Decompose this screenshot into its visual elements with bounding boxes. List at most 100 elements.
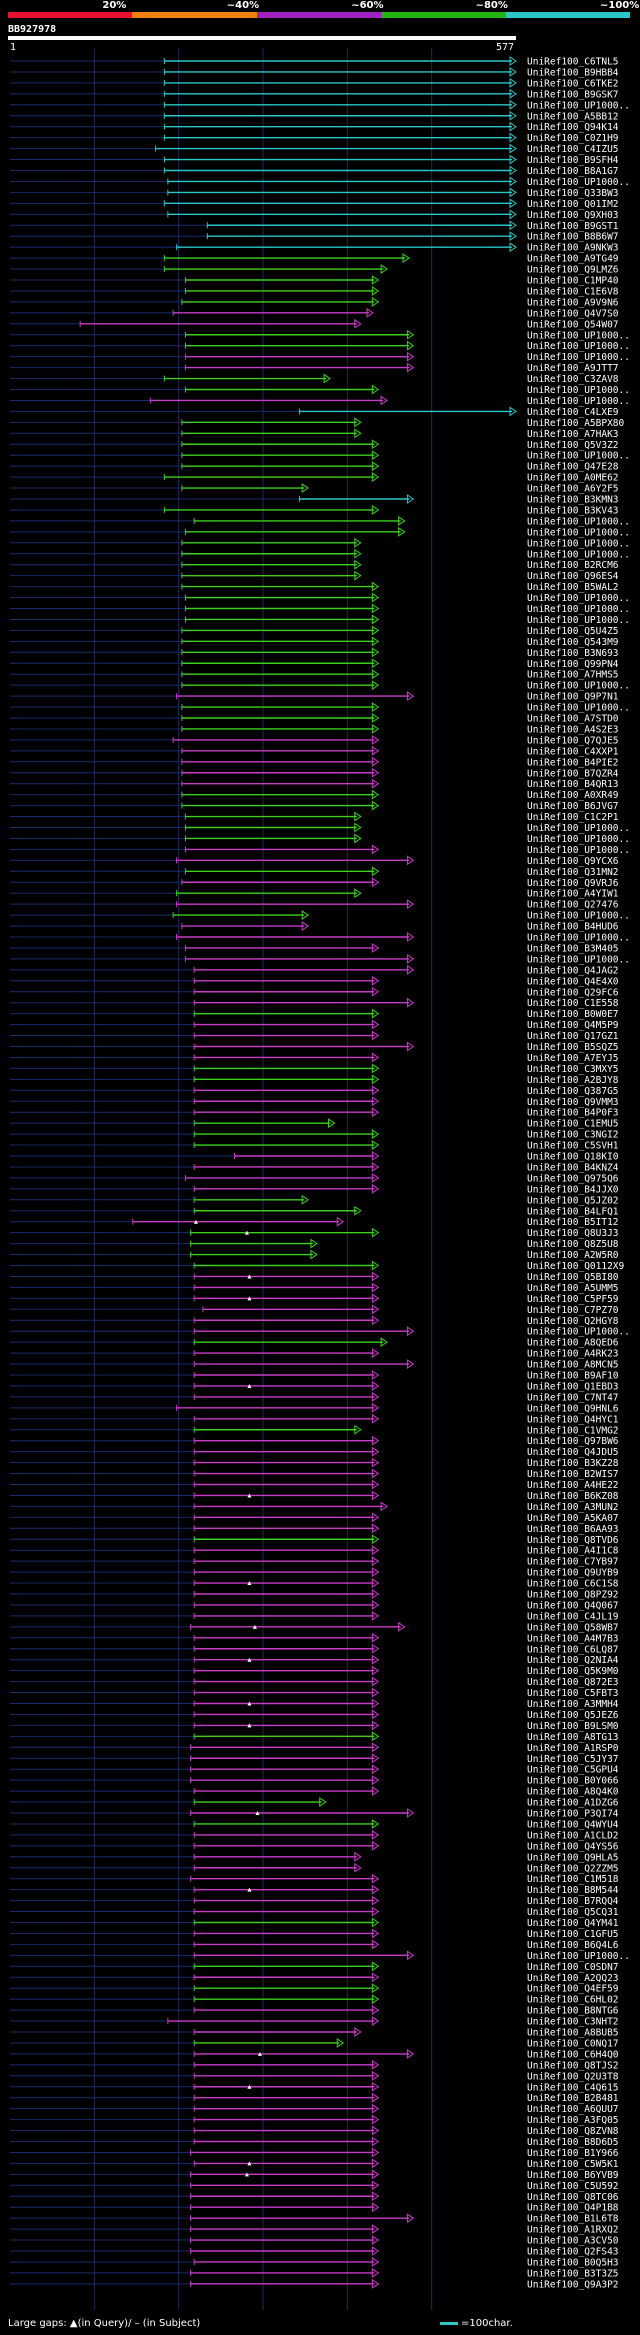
hit-row[interactable]: UniRef100_UP1000.. (10, 351, 630, 363)
hit-row[interactable]: UniRef100_UP1000.. (10, 932, 630, 944)
hit-row[interactable]: UniRef100_C5U592 (10, 2180, 619, 2192)
hit-label[interactable]: UniRef100_C3ZAV8 (527, 374, 619, 385)
hit-label[interactable]: UniRef100_B7QZR4 (527, 768, 619, 779)
hit-row[interactable]: UniRef100_UP1000.. (10, 1950, 630, 1962)
hit-label[interactable]: UniRef100_A3CV50 (527, 2236, 619, 2247)
hit-label[interactable]: UniRef100_Q8Z5U8 (527, 1239, 619, 1250)
hit-row[interactable]: UniRef100_UP1000.. (10, 340, 630, 352)
hit-label[interactable]: UniRef100_A4RK23 (527, 1349, 619, 1360)
hit-label[interactable]: UniRef100_Q54W07 (527, 319, 619, 330)
hit-row[interactable]: UniRef100_Q9XH03 (10, 209, 619, 221)
hit-row[interactable]: UniRef100_A2BJY8 (10, 1074, 619, 1086)
hit-label[interactable]: UniRef100_UP1000.. (527, 330, 630, 341)
hit-row[interactable]: UniRef100_UP1000.. (10, 99, 630, 111)
hit-label[interactable]: UniRef100_B1Y966 (527, 2148, 619, 2159)
hit-label[interactable]: UniRef100_C6C1S8 (527, 1579, 619, 1590)
hit-label[interactable]: UniRef100_A7HAK3 (527, 429, 619, 440)
hit-label[interactable]: UniRef100_C5W5K1 (527, 2159, 619, 2170)
hit-label[interactable]: UniRef100_UP1000.. (527, 385, 630, 396)
hit-label[interactable]: UniRef100_B3KZ28 (527, 1458, 619, 1469)
hit-row[interactable]: UniRef100_Q2FS43 (10, 2246, 619, 2258)
hit-row[interactable]: UniRef100_A8BUB5 (10, 2027, 619, 2039)
hit-row[interactable]: UniRef100_B7RQQ4 (10, 1895, 619, 1907)
hit-label[interactable]: UniRef100_Q17GZ1 (527, 1031, 619, 1042)
hit-label[interactable]: UniRef100_Q9XH03 (527, 210, 619, 221)
hit-label[interactable]: UniRef100_Q94K14 (527, 122, 619, 133)
hit-label[interactable]: UniRef100_Q4HYC1 (527, 1414, 619, 1425)
hit-label[interactable]: UniRef100_Q2U3T8 (527, 2071, 619, 2082)
hit-row[interactable]: UniRef100_Q29FC6 (10, 986, 619, 998)
hit-row[interactable]: UniRef100_UP1000.. (10, 329, 630, 341)
hit-label[interactable]: UniRef100_A9JTT7 (527, 363, 619, 374)
hit-row[interactable]: UniRef100_B8A1G7 (10, 165, 619, 177)
hit-row[interactable]: UniRef100_Q5JZ02 (10, 1194, 619, 1206)
hit-row[interactable]: UniRef100_Q5JEZ6 (10, 1709, 619, 1721)
hit-row[interactable]: UniRef100_A1DZG6 (10, 1797, 619, 1809)
hit-row[interactable]: UniRef100_B0Y066 (10, 1775, 619, 1787)
hit-label[interactable]: UniRef100_A5BB12 (527, 111, 619, 122)
hit-label[interactable]: UniRef100_A4HE22 (527, 1480, 619, 1491)
hit-row[interactable]: UniRef100_B2B481 (10, 2092, 619, 2104)
hit-row[interactable]: UniRef100_A9JTT7 (10, 362, 619, 374)
hit-row[interactable]: UniRef100_Q54W07 (10, 318, 619, 330)
hit-row[interactable]: UniRef100_Q8ZVN8 (10, 2125, 619, 2137)
hit-label[interactable]: UniRef100_A5KA07 (527, 1513, 619, 1524)
hit-row[interactable]: UniRef100_B4KNZ4 (10, 1162, 619, 1173)
hit-row[interactable]: UniRef100_Q5V3Z2 (10, 439, 619, 451)
hit-label[interactable]: UniRef100_C5JY37 (527, 1754, 619, 1765)
hit-row[interactable]: UniRef100_C4JL19 (10, 1610, 619, 1622)
hit-label[interactable]: UniRef100_B9HBB4 (527, 67, 619, 78)
hit-label[interactable]: UniRef100_C7YB97 (527, 1557, 619, 1568)
hit-row[interactable]: UniRef100_Q8Z5U8 (10, 1238, 619, 1250)
hit-row[interactable]: UniRef100_Q2U3T8 (10, 2070, 619, 2082)
hit-label[interactable]: UniRef100_B1L6T8 (527, 2214, 619, 2225)
hit-row[interactable]: UniRef100_UP1000.. (10, 603, 630, 615)
hit-label[interactable]: UniRef100_Q387G5 (527, 1086, 619, 1097)
hit-row[interactable]: UniRef100_B6JVG7 (10, 800, 619, 812)
hit-label[interactable]: UniRef100_B2RCM6 (527, 560, 619, 571)
hit-label[interactable]: UniRef100_Q4E4X0 (527, 976, 619, 987)
hit-row[interactable]: UniRef100_Q4WYU4 (10, 1819, 619, 1830)
hit-label[interactable]: UniRef100_Q9LMZ6 (527, 265, 619, 276)
hit-row[interactable]: UniRef100_Q9P7N1 (10, 691, 619, 703)
hit-label[interactable]: UniRef100_C7PZ70 (527, 1305, 619, 1316)
hit-row[interactable]: UniRef100_C5JY37 (10, 1753, 619, 1765)
hit-row[interactable]: UniRef100_Q1EBD3 (10, 1381, 619, 1392)
hit-label[interactable]: UniRef100_A4S2E3 (527, 724, 619, 735)
hit-label[interactable]: UniRef100_C5PF59 (527, 1294, 619, 1305)
hit-row[interactable]: UniRef100_C5GPU4 (10, 1764, 619, 1776)
hit-label[interactable]: UniRef100_UP1000.. (527, 933, 630, 944)
hit-label[interactable]: UniRef100_B7RQQ4 (527, 1896, 619, 1907)
hit-row[interactable]: UniRef100_Q2ZZM5 (10, 1862, 619, 1874)
hit-row[interactable]: UniRef100_Q9VMM3 (10, 1096, 619, 1108)
hit-label[interactable]: UniRef100_Q01IM2 (527, 199, 619, 210)
hit-label[interactable]: UniRef100_A1RSP0 (527, 1743, 619, 1754)
hit-label[interactable]: UniRef100_Q4P1B8 (527, 2203, 619, 2214)
hit-row[interactable]: UniRef100_Q8U3J3 (10, 1227, 619, 1239)
hit-label[interactable]: UniRef100_B0Q5H3 (527, 2257, 619, 2268)
hit-label[interactable]: UniRef100_UP1000.. (527, 593, 630, 604)
hit-row[interactable]: UniRef100_B5IT12 (10, 1216, 619, 1228)
hit-label[interactable]: UniRef100_B4PIE2 (527, 757, 619, 768)
hit-row[interactable]: UniRef100_Q9A3P2 (10, 2278, 619, 2290)
hit-label[interactable]: UniRef100_A6QUU7 (527, 2104, 619, 2115)
hit-row[interactable]: UniRef100_Q4HYC1 (10, 1413, 619, 1425)
hit-label[interactable]: UniRef100_A8MCN5 (527, 1360, 619, 1371)
hit-row[interactable]: UniRef100_Q17GZ1 (10, 1030, 619, 1042)
hit-label[interactable]: UniRef100_A2BJY8 (527, 1075, 619, 1086)
hit-row[interactable]: UniRef100_Q975Q6 (10, 1172, 619, 1184)
hit-row[interactable]: UniRef100_A2QQ23 (10, 1972, 619, 1984)
hit-row[interactable]: UniRef100_UP1000.. (10, 384, 630, 396)
hit-row[interactable]: UniRef100_C1E6V8 (10, 286, 619, 297)
hit-label[interactable]: UniRef100_C1E6V8 (527, 286, 619, 297)
hit-label[interactable]: UniRef100_UP1000.. (527, 954, 630, 965)
hit-label[interactable]: UniRef100_A8Q4K0 (527, 1787, 619, 1798)
hit-label[interactable]: UniRef100_UP1000.. (527, 516, 630, 527)
hit-row[interactable]: UniRef100_UP1000.. (10, 592, 630, 604)
hit-row[interactable]: UniRef100_Q96ES4 (10, 570, 619, 582)
hit-label[interactable]: UniRef100_UP1000.. (527, 352, 630, 363)
hit-label[interactable]: UniRef100_Q9HNL6 (527, 1403, 619, 1414)
hit-row[interactable]: UniRef100_C7YB97 (10, 1556, 619, 1568)
hit-row[interactable]: UniRef100_Q9YCX6 (10, 855, 619, 867)
hit-label[interactable]: UniRef100_B5WAL2 (527, 582, 619, 593)
